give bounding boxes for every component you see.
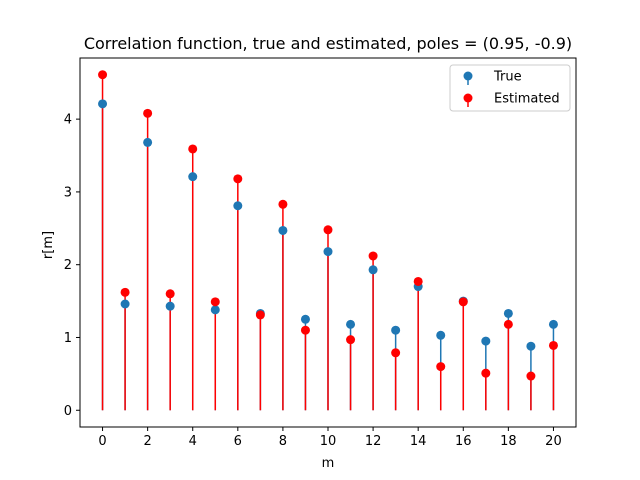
legend-marker-true — [463, 71, 473, 81]
marker-true — [503, 308, 513, 318]
marker-true — [391, 325, 401, 335]
legend: True Estimated — [449, 64, 571, 112]
plot-area — [98, 70, 558, 411]
x-tick-label: 14 — [410, 434, 427, 449]
marker-estimated — [323, 225, 333, 235]
marker-true — [98, 99, 108, 109]
x-tick-label: 20 — [545, 434, 562, 449]
marker-true — [481, 336, 491, 346]
marker-estimated — [165, 289, 175, 299]
marker-estimated — [391, 348, 401, 358]
x-tick-label: 8 — [279, 434, 287, 449]
y-tick-label: 1 — [64, 331, 72, 346]
marker-true — [143, 137, 153, 147]
x-tick-label: 18 — [500, 434, 517, 449]
marker-estimated — [526, 371, 536, 381]
x-tick-label: 16 — [455, 434, 472, 449]
legend-marker-estimated — [463, 93, 473, 103]
marker-estimated — [503, 319, 513, 329]
x-tick-label: 6 — [234, 434, 242, 449]
y-tick-label: 2 — [64, 258, 72, 273]
marker-estimated — [481, 368, 491, 378]
marker-estimated — [368, 251, 378, 261]
marker-estimated — [233, 174, 243, 184]
marker-true — [120, 299, 130, 309]
legend-label-true: True — [493, 70, 522, 85]
marker-estimated — [278, 199, 288, 209]
x-tick-label: 4 — [189, 434, 197, 449]
x-tick-label: 0 — [98, 434, 106, 449]
marker-estimated — [98, 70, 108, 80]
x-tick-label: 10 — [320, 434, 337, 449]
marker-estimated — [143, 108, 153, 118]
marker-true — [548, 319, 558, 329]
chart-title: Correlation function, true and estimated… — [84, 34, 572, 53]
marker-estimated — [346, 335, 356, 345]
marker-estimated — [120, 287, 130, 297]
marker-estimated — [188, 144, 198, 154]
legend-box — [449, 64, 571, 112]
x-axis-label: m — [322, 456, 335, 471]
marker-true — [346, 319, 356, 329]
marker-estimated — [210, 297, 220, 307]
marker-estimated — [436, 362, 446, 372]
marker-true — [165, 301, 175, 311]
marker-estimated — [300, 325, 310, 335]
marker-true — [233, 201, 243, 211]
y-axis-label: r[m] — [41, 231, 56, 259]
marker-estimated — [413, 276, 423, 286]
marker-true — [210, 305, 220, 315]
marker-estimated — [458, 297, 468, 307]
y-tick-label: 0 — [64, 404, 72, 419]
marker-true — [300, 314, 310, 324]
y-tick-label: 3 — [64, 185, 72, 200]
y-tick-label: 4 — [64, 113, 72, 128]
marker-estimated — [548, 340, 558, 350]
x-tick-label: 2 — [143, 434, 151, 449]
legend-label-estimated: Estimated — [494, 92, 560, 107]
marker-true — [368, 265, 378, 275]
marker-true — [188, 172, 198, 182]
marker-true — [526, 341, 536, 351]
marker-estimated — [255, 310, 265, 320]
marker-true — [436, 330, 446, 340]
marker-true — [278, 225, 288, 235]
marker-true — [323, 247, 333, 257]
x-tick-label: 12 — [365, 434, 382, 449]
